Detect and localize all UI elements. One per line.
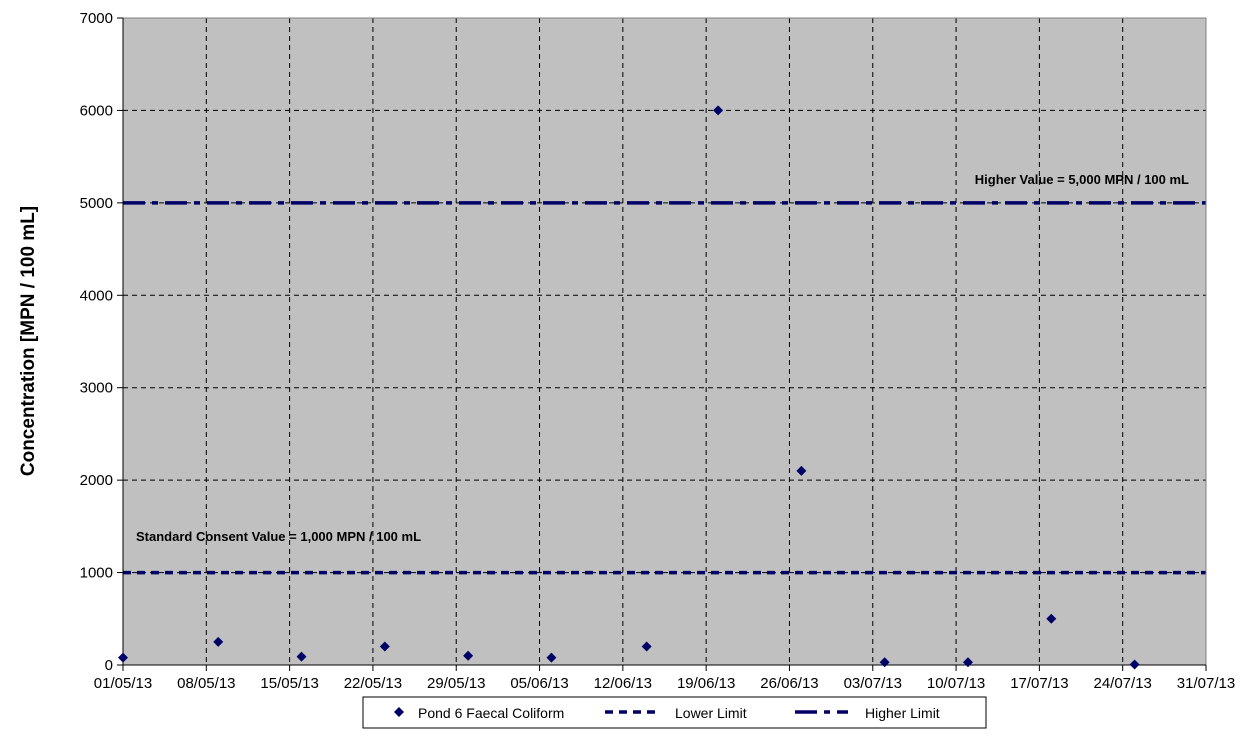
y-axis-title: Concentration [MPN / 100 mL] (18, 206, 39, 476)
y-tick-label: 3000 (80, 380, 113, 397)
y-tick-label: 5000 (80, 195, 113, 212)
legend-label-lower-limit: Lower Limit (675, 705, 747, 721)
standard-consent-annotation: Standard Consent Value = 1,000 MPN / 100… (136, 529, 421, 544)
y-tick-label: 2000 (80, 472, 113, 489)
x-tick-label: 05/06/13 (510, 675, 568, 692)
higher-value-annotation: Higher Value = 5,000 MPN / 100 mL (975, 172, 1189, 187)
y-tick-label: 1000 (80, 565, 113, 582)
legend-marker-pond6 (394, 707, 404, 717)
data-point (879, 657, 890, 668)
data-point (546, 652, 557, 663)
x-tick-label: 01/05/13 (94, 675, 152, 692)
x-tick-label: 10/07/13 (927, 675, 985, 692)
data-point (713, 105, 724, 116)
x-tick-label: 17/07/13 (1010, 675, 1068, 692)
x-tick-label: 19/06/13 (677, 675, 735, 692)
legend: Pond 6 Faecal Coliform Lower Limit Highe… (362, 696, 987, 729)
x-tick-label: 31/07/13 (1177, 675, 1235, 692)
data-point (796, 465, 807, 476)
x-tick-label: 15/05/13 (260, 675, 318, 692)
x-tick-label: 08/05/13 (177, 675, 235, 692)
data-points (118, 105, 1140, 670)
y-tick-label: 0 (105, 657, 113, 674)
data-point (1129, 659, 1140, 670)
legend-label-pond6: Pond 6 Faecal Coliform (418, 705, 564, 721)
legend-label-higher-limit: Higher Limit (865, 705, 940, 721)
data-point (1046, 613, 1057, 624)
x-tick-label: 03/07/13 (844, 675, 902, 692)
legend-box (362, 696, 987, 729)
data-point (213, 636, 224, 647)
x-tick-label: 12/06/13 (594, 675, 652, 692)
data-point (379, 641, 390, 652)
x-tick-label: 22/05/13 (344, 675, 402, 692)
x-tick-label: 24/07/13 (1093, 675, 1151, 692)
data-point (463, 650, 474, 661)
data-point (962, 657, 973, 668)
y-axis: 0 1000 2000 3000 4000 5000 6000 7000 (80, 10, 124, 674)
plot-area (123, 18, 1206, 665)
y-tick-label: 7000 (80, 10, 113, 27)
y-tick-label: 6000 (80, 102, 113, 119)
x-axis: 01/05/13 08/05/13 15/05/13 22/05/13 29/05/13… (94, 664, 1235, 692)
x-tick-label: 26/06/13 (760, 675, 818, 692)
limit-lines (123, 201, 1206, 575)
x-tick-label: 29/05/13 (427, 675, 485, 692)
data-point (296, 651, 307, 662)
data-point (118, 652, 128, 663)
data-point (641, 641, 652, 652)
y-tick-label: 4000 (80, 287, 113, 304)
